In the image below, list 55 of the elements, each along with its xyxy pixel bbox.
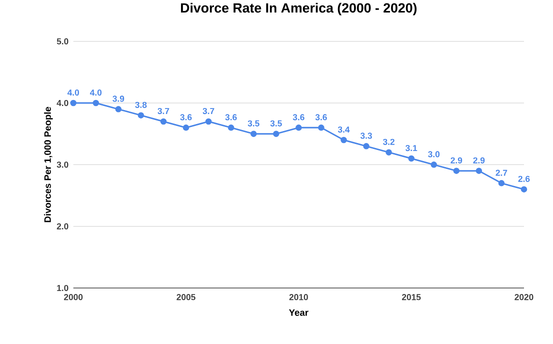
y-axis-title: Divorces Per 1,000 People — [44, 106, 53, 222]
x-tick-label: 2005 — [176, 294, 196, 300]
point — [160, 118, 167, 125]
point — [498, 180, 505, 186]
data-label: 2.6 — [518, 176, 530, 182]
data-label: 3.9 — [112, 96, 124, 102]
point — [453, 168, 460, 174]
x-tick-label: 2015 — [402, 294, 421, 300]
data-label: 3.2 — [382, 138, 394, 145]
x-tick-label: 2020 — [514, 294, 534, 300]
data-label: 3.0 — [428, 151, 440, 158]
point — [386, 149, 392, 156]
data-label: 3.6 — [180, 114, 192, 120]
point — [476, 168, 482, 174]
y-tick-label: 4.0 — [56, 100, 68, 106]
point — [205, 118, 212, 125]
y-tick-label: 1.0 — [57, 284, 68, 292]
point — [296, 124, 302, 131]
point — [92, 100, 100, 106]
data-label: 3.1 — [406, 144, 418, 152]
data-label: 2.9 — [450, 157, 462, 164]
point — [115, 106, 122, 112]
y-tick-label: 3.0 — [56, 162, 68, 168]
data-label: 3.6 — [225, 114, 237, 120]
point — [520, 186, 528, 192]
data-label: 4.0 — [67, 90, 79, 96]
point — [182, 124, 190, 131]
point — [250, 130, 257, 137]
data-label: 4.0 — [90, 90, 102, 96]
point — [408, 155, 414, 162]
point — [228, 124, 234, 131]
data-label: 2.7 — [496, 170, 508, 176]
point — [363, 143, 370, 150]
data-label: 3.4 — [338, 126, 350, 133]
x-tick-label: 2000 — [64, 294, 83, 300]
point — [318, 124, 324, 131]
data-label: 3.7 — [158, 108, 170, 114]
data-label: 3.5 — [248, 120, 260, 126]
data-label: 3.3 — [360, 132, 372, 139]
data-label: 3.5 — [270, 120, 282, 126]
data-label: 3.8 — [135, 102, 147, 108]
point — [70, 100, 76, 106]
x-axis-title: Year — [288, 309, 308, 316]
data-label: 3.6 — [292, 114, 304, 120]
point — [430, 162, 438, 168]
x-tick-label: 2010 — [289, 294, 308, 300]
data-label: 3.6 — [315, 114, 327, 120]
point — [340, 136, 347, 144]
point — [138, 112, 144, 118]
point — [273, 130, 280, 137]
chart-title: Divorce Rate In America (2000 - 2020) — [180, 2, 417, 16]
data-label: 2.9 — [473, 157, 485, 164]
y-tick-label: 2.0 — [56, 223, 68, 230]
data-label: 3.7 — [202, 108, 214, 114]
y-tick-label: 5.0 — [56, 38, 68, 44]
